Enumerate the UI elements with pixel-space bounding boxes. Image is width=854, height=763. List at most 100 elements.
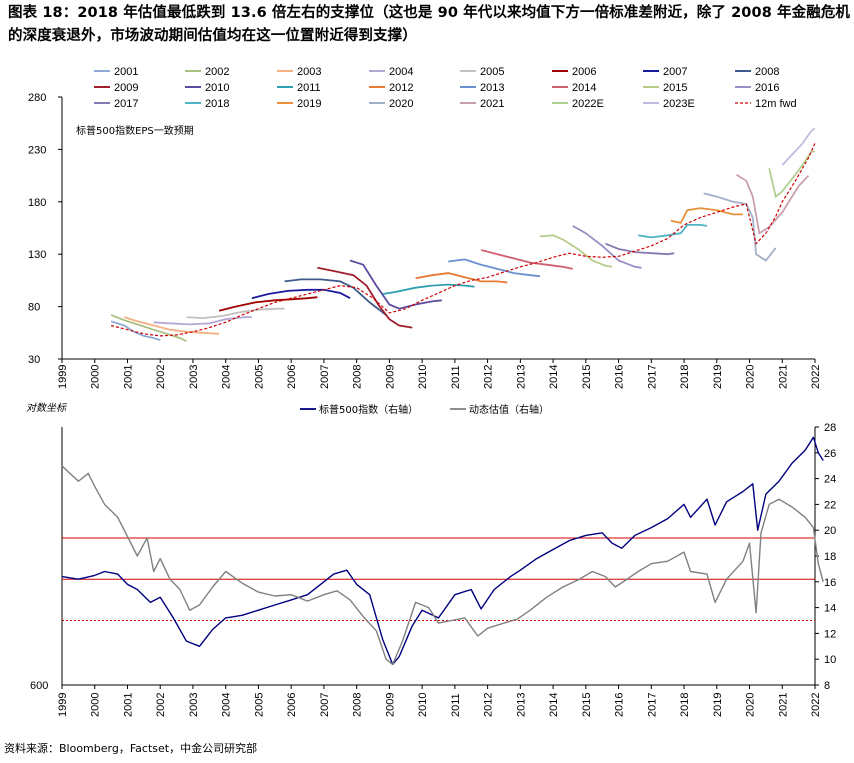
series-line-12m fwd — [110, 142, 816, 337]
x-tick-label: 2001 — [122, 693, 134, 717]
series-line-2008 — [284, 278, 387, 316]
series-line-2004 — [153, 316, 252, 326]
series-line-2003 — [123, 316, 220, 335]
legend-label: 2020 — [389, 98, 413, 110]
x-tick-label: 2015 — [581, 365, 593, 389]
x-tick-label: 2016 — [614, 693, 626, 717]
series-line-2006 — [218, 296, 318, 312]
legend-label: 2003 — [297, 66, 321, 78]
x-tick-label: 2009 — [384, 365, 396, 389]
x-tick-label: 2017 — [646, 365, 658, 389]
x-tick-label: 2008 — [352, 365, 364, 389]
right-tick-label: 26 — [824, 448, 836, 460]
series-line-2018 — [638, 224, 708, 239]
y-tick-label: 280 — [28, 92, 46, 104]
series-line-2015 — [539, 234, 613, 268]
x-tick-label: 2019 — [712, 693, 724, 717]
eps-chart: 30 80 130 180 230 280 1999 2000 2001 2002 2003 2004… — [28, 66, 822, 389]
x-tick-label: 2009 — [384, 693, 396, 717]
x-tick-label: 2002 — [155, 693, 167, 717]
left-axis-label: 600 — [30, 680, 48, 692]
x-tick-label: 1999 — [57, 365, 69, 389]
legend-label: 2005 — [480, 66, 504, 78]
x-tick-label: 2003 — [188, 365, 200, 389]
series-line-2005 — [186, 307, 285, 320]
x-tick-label: 2006 — [286, 365, 298, 389]
x-tick-label: 2013 — [515, 365, 527, 389]
x-tick-label: 2005 — [253, 365, 265, 389]
right-tick-label: 10 — [824, 654, 836, 666]
series-line-2001 — [110, 320, 161, 341]
x-tick-label: 2016 — [614, 365, 626, 389]
y-tick-label: 130 — [28, 249, 46, 261]
source-note: 资料来源：Bloomberg，Factset，中金公司研究部 — [4, 742, 258, 755]
x-tick-label: 2013 — [515, 693, 527, 717]
legend-label: 2001 — [114, 66, 138, 78]
x-tick-label: 2003 — [188, 693, 200, 717]
x-tick-label: 2014 — [548, 693, 560, 717]
series-line-标普500指数（右轴） — [61, 436, 824, 666]
series-line-2016 — [572, 225, 642, 269]
y-tick-label: 230 — [28, 144, 46, 156]
legend-label: 2009 — [114, 82, 138, 94]
series-line-2023E — [781, 127, 816, 166]
x-tick-label: 2002 — [155, 365, 167, 389]
x-tick-label: 2004 — [221, 365, 233, 389]
legend-label: 动态估值（右轴） — [469, 403, 549, 416]
legend-label: 2023E — [663, 98, 695, 110]
x-tick-label: 2021 — [777, 365, 789, 389]
x-tick-label: 2018 — [679, 365, 691, 389]
legend-label: 2011 — [297, 82, 321, 94]
right-tick-label: 18 — [824, 551, 836, 563]
x-tick-label: 2000 — [90, 365, 102, 389]
legend-label: 2004 — [389, 66, 413, 78]
legend-label: 2006 — [572, 66, 596, 78]
series-line-2010 — [349, 259, 442, 310]
legend-label: 2018 — [205, 98, 229, 110]
legend-label: 2002 — [205, 66, 229, 78]
chart-title: 图表 18：2018 年估值最低跌到 13.6 倍左右的支撑位（这也是 90 年… — [8, 5, 851, 44]
legend-label: 2012 — [389, 82, 413, 94]
legend-label: 2022E — [572, 98, 604, 110]
legend-label: 2007 — [663, 66, 687, 78]
right-tick-label: 20 — [824, 525, 836, 537]
x-tick-label: 2012 — [483, 365, 495, 389]
legend-label: 2016 — [755, 82, 779, 94]
right-tick-label: 14 — [824, 603, 836, 615]
series-line-2017 — [605, 242, 675, 256]
series-line-2022E — [768, 150, 815, 199]
series-line-2012 — [415, 272, 508, 284]
series-line-2009 — [317, 266, 413, 329]
right-tick-label: 24 — [824, 474, 836, 486]
x-tick-label: 2012 — [483, 693, 495, 717]
x-tick-label: 2004 — [221, 693, 233, 717]
eps-annotation: 标普500指数EPS一致预期 — [76, 124, 194, 137]
x-tick-label: 2010 — [417, 693, 429, 717]
x-tick-label: 2014 — [548, 365, 560, 389]
series-line-2020 — [703, 192, 777, 262]
x-tick-label: 2000 — [90, 693, 102, 717]
series-line-2013 — [448, 258, 541, 278]
legend-label: 12m fwd — [755, 98, 797, 110]
x-tick-label: 2007 — [319, 365, 331, 389]
x-tick-label: 2011 — [450, 365, 462, 389]
legend-label: 2013 — [480, 82, 504, 94]
x-tick-label: 2005 — [253, 693, 265, 717]
x-tick-label: 2021 — [777, 693, 789, 717]
x-tick-label: 2006 — [286, 693, 298, 717]
x-tick-label: 2017 — [646, 693, 658, 717]
x-tick-label: 2010 — [417, 365, 429, 389]
x-tick-label: 2001 — [122, 365, 134, 389]
x-tick-label: 2007 — [319, 693, 331, 717]
series-line-2021 — [735, 173, 810, 235]
legend-label: 2015 — [663, 82, 687, 94]
x-tick-label: 2015 — [581, 693, 593, 717]
legend-label: 2021 — [480, 98, 504, 110]
right-tick-label: 16 — [824, 577, 836, 589]
legend-label: 2017 — [114, 98, 138, 110]
legend-label: 标普500指数（右轴） — [319, 403, 418, 416]
y-tick-label: 80 — [28, 302, 40, 314]
right-tick-label: 22 — [824, 499, 836, 511]
legend-label: 2014 — [572, 82, 596, 94]
